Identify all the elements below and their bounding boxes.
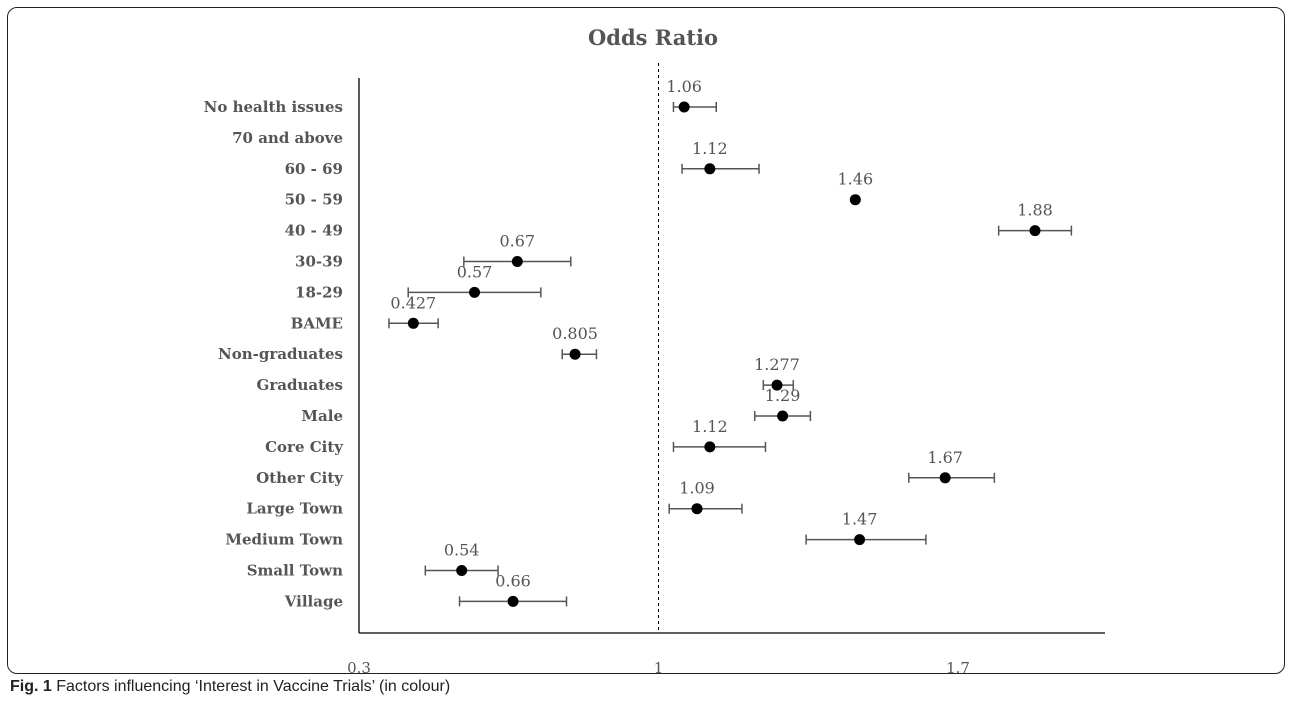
category-label: Core City	[265, 438, 344, 456]
data-point-group: 0.57	[407, 262, 542, 298]
data-label: 0.54	[444, 541, 480, 560]
data-label: 0.427	[390, 293, 436, 312]
data-label: 1.277	[754, 355, 800, 374]
data-point	[704, 441, 716, 453]
figure-frame: Odds Ratio 0.3 1 1.7 No health issues 70 and…	[7, 7, 1285, 675]
data-point-group: 1.47	[805, 510, 927, 546]
category-label: 60 - 69	[285, 160, 343, 178]
data-label: 0.57	[457, 262, 493, 281]
data-label: 1.06	[666, 77, 702, 96]
x-tick-label: 0.3	[347, 659, 371, 675]
data-point	[569, 348, 581, 360]
data-point	[407, 317, 419, 329]
category-label: 18-29	[295, 283, 343, 301]
data-point-group: 1.29	[754, 386, 812, 422]
data-point-group: 1.06	[666, 77, 718, 113]
data-point-group: 0.66	[458, 571, 568, 607]
data-point	[678, 101, 690, 113]
category-label: Large Town	[246, 500, 343, 518]
x-tick-label: 1.7	[946, 659, 970, 675]
data-point	[1029, 225, 1041, 237]
data-point-group: 1.88	[997, 201, 1073, 237]
data-label: 1.12	[692, 417, 728, 436]
data-point	[507, 595, 519, 607]
data-point	[939, 472, 951, 484]
category-label: 30-39	[295, 253, 343, 271]
data-point-group: 0.54	[424, 541, 499, 576]
data-label: 1.67	[927, 448, 963, 467]
data-point	[456, 565, 468, 576]
data-point	[777, 410, 789, 422]
category-label: Other City	[256, 469, 344, 487]
data-point	[849, 194, 861, 206]
data-point-group: 0.67	[463, 232, 572, 267]
data-point	[771, 379, 783, 391]
data-point	[704, 163, 716, 175]
data-point-group: 1.09	[668, 479, 743, 515]
x-tick-label: 1	[654, 659, 664, 675]
data-point-group: 1.12	[681, 139, 760, 175]
category-label: Medium Town	[225, 531, 343, 549]
data-point-group: 0.427	[388, 293, 439, 329]
data-point-group: 1.67	[908, 448, 996, 484]
data-label: 1.09	[679, 479, 715, 498]
data-point	[511, 256, 523, 267]
data-label: 1.47	[842, 510, 878, 529]
category-label: Village	[284, 592, 343, 610]
caption-label: Fig. 1	[10, 678, 52, 695]
data-point-group: 0.805	[552, 324, 598, 360]
data-point	[469, 286, 481, 298]
data-point-group: 1.12	[672, 417, 767, 453]
data-point	[691, 503, 703, 515]
data-label: 0.805	[552, 324, 598, 343]
category-label: 70 and above	[232, 129, 343, 147]
figure-caption: Fig. 1 Factors influencing ‘Interest in …	[10, 678, 450, 696]
data-label: 0.67	[499, 232, 535, 251]
data-label: 1.12	[692, 139, 728, 158]
data-label: 0.66	[495, 571, 531, 590]
category-label: Male	[301, 407, 343, 425]
category-label: Non-graduates	[218, 345, 343, 363]
odds-ratio-chart: Odds Ratio 0.3 1 1.7 No health issues 70 and…	[204, 25, 1105, 675]
chart-title: Odds Ratio	[588, 25, 718, 50]
data-point	[854, 534, 866, 546]
axes: 0.3 1 1.7 No health issues 70 and above 60 - …	[204, 63, 1105, 675]
category-label: 40 - 49	[285, 222, 343, 240]
data-label: 1.88	[1017, 201, 1053, 220]
category-label: Graduates	[257, 376, 343, 394]
data-point-group: 1.46	[838, 170, 874, 206]
category-label: No health issues	[204, 98, 343, 116]
category-label: BAME	[291, 314, 343, 332]
data-label: 1.29	[765, 386, 801, 405]
data-point-group: 1.277	[754, 355, 800, 391]
caption-text: Factors influencing ‘Interest in Vaccine…	[51, 678, 451, 695]
category-label: Small Town	[247, 562, 343, 580]
category-label: 50 - 59	[285, 191, 343, 209]
marks: 1.06 1.12 1.46 1.88 0.67 0.57 0.427 0.805 1.277 1…	[388, 77, 1073, 607]
data-label: 1.46	[838, 170, 874, 189]
